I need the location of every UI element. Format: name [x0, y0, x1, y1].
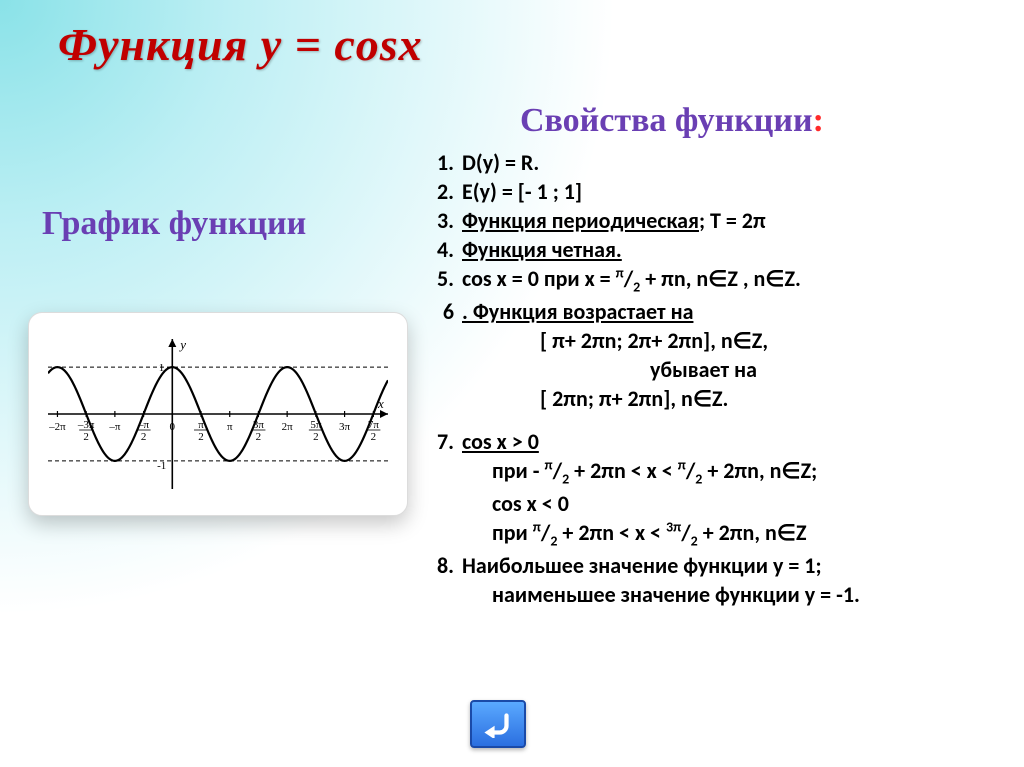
frac-slash: /	[681, 519, 690, 546]
item-part: при -	[492, 457, 545, 484]
property-item: 5. cos x = 0 при x = π/2 + πn, n∈Z , n∈Z…	[430, 264, 1010, 297]
svg-text:π: π	[198, 419, 204, 431]
item-text: Функция четная.	[462, 235, 1010, 264]
u-turn-icon	[481, 710, 515, 738]
svg-text:0: 0	[170, 421, 176, 433]
svg-text:2: 2	[198, 431, 204, 443]
frac-numer: π	[678, 457, 686, 474]
graph-heading: График функции	[42, 205, 306, 243]
frac-slash: /	[553, 457, 562, 484]
item-underline: Функция четная.	[462, 236, 622, 263]
svg-text:3π: 3π	[253, 419, 264, 431]
property-subline: при - π/2 + 2πn < x < π/2 + 2πn, n∈Z;	[430, 456, 1010, 489]
cosine-svg: yx1-1–2π–3π2–π–π20π2π3π22π5π23π7π2	[48, 339, 388, 489]
item-underline: Функция периодическая	[462, 207, 699, 234]
frac-numer: 3π	[666, 519, 681, 536]
frac-slash: /	[686, 457, 695, 484]
property-subline: [ 2πn; π+ 2πn], n∈Z.	[430, 384, 1010, 413]
svg-text:2: 2	[141, 431, 147, 443]
svg-text:2: 2	[313, 431, 319, 443]
svg-text:2: 2	[256, 431, 261, 443]
property-item: 1.D(y) = R.	[430, 148, 1010, 177]
item-number: 5.	[430, 264, 462, 297]
item-tail: ; T = 2π	[699, 207, 766, 234]
property-subline: [ π+ 2πn; 2π+ 2πn], n∈Z,	[430, 326, 1010, 355]
item-underline: cos x > 0	[462, 428, 539, 455]
property-item: 3.Функция периодическая; T = 2π	[430, 206, 1010, 235]
svg-text:–3π: –3π	[77, 419, 95, 431]
item-number: 7.	[430, 427, 462, 456]
item-part: при	[492, 519, 533, 546]
item-number: 8.	[430, 551, 462, 580]
item-number: 1.	[430, 148, 462, 177]
property-item: 8. Наибольшее значение функции y = 1;	[430, 551, 1010, 580]
item-part: + πn, n∈Z , n∈Z.	[640, 265, 801, 292]
property-subline: cos x < 0	[430, 489, 1010, 518]
svg-text:2: 2	[83, 431, 89, 443]
svg-text:–2π: –2π	[48, 421, 66, 433]
property-item: 2. E(y) = [- 1 ; 1]	[430, 177, 1010, 206]
svg-text:3π: 3π	[339, 421, 351, 433]
property-item: 6. Функция возрастает на	[430, 297, 1010, 326]
properties-list: 1.D(y) = R. 2. E(y) = [- 1 ; 1] 3.Функци…	[430, 148, 1010, 609]
item-text: E(y) = [- 1 ; 1]	[462, 177, 1010, 206]
svg-text:7π: 7π	[368, 419, 380, 431]
item-number: 2.	[430, 177, 462, 206]
item-part: + 2πn, n∈Z;	[702, 457, 817, 484]
item-text: . Функция возрастает на	[462, 297, 1010, 326]
svg-text:5π: 5π	[310, 419, 322, 431]
item-part: + 2πn, n∈Z	[698, 519, 807, 546]
svg-text:y: y	[178, 339, 186, 352]
item-number: 4.	[430, 235, 462, 264]
item-underline: . Функция возрастает на	[462, 298, 693, 325]
item-number: 6	[430, 297, 462, 326]
frac-denom: 2	[691, 532, 698, 549]
item-text: Функция периодическая; T = 2π	[462, 206, 1010, 235]
property-subline: при π/2 + 2πn < x < 3π/2 + 2πn, n∈Z	[430, 518, 1010, 551]
properties-heading: Свойства функции:	[520, 102, 824, 140]
frac-numer: π	[533, 519, 541, 536]
item-text: cos x > 0	[462, 427, 1010, 456]
svg-text:2: 2	[371, 431, 377, 443]
property-subline: наименьшее значение функции y = -1.	[430, 580, 1010, 609]
properties-heading-text: Свойства функции	[520, 102, 813, 139]
frac-numer: π	[545, 457, 553, 474]
property-item: 7.cos x > 0	[430, 427, 1010, 456]
item-text: Наибольшее значение функции y = 1;	[462, 551, 1010, 580]
graph-card: yx1-1–2π–3π2–π–π20π2π3π22π5π23π7π2	[28, 312, 408, 516]
property-subline: убывает на	[430, 355, 1010, 384]
properties-heading-colon: :	[813, 102, 824, 139]
item-part: + 2πn < x <	[569, 457, 678, 484]
frac-numer: π	[616, 265, 624, 282]
item-number: 3.	[430, 206, 462, 235]
cosine-chart: yx1-1–2π–3π2–π–π20π2π3π22π5π23π7π2	[48, 339, 388, 489]
item-part: cos x = 0 при x =	[462, 265, 616, 292]
frac-slash: /	[541, 519, 550, 546]
item-text: D(y) = R.	[462, 148, 1010, 177]
property-item: 4. Функция четная.	[430, 235, 1010, 264]
svg-text:π: π	[227, 421, 233, 433]
frac-slash: /	[624, 265, 633, 292]
item-part: + 2πn < x <	[557, 519, 666, 546]
page-title: Функция y = cosx	[58, 18, 423, 71]
back-button[interactable]	[470, 700, 526, 748]
svg-text:-1: -1	[157, 460, 166, 472]
slide: Функция y = cosx Свойства функции: Графи…	[0, 0, 1024, 767]
item-text: cos x = 0 при x = π/2 + πn, n∈Z , n∈Z.	[462, 264, 1010, 297]
svg-text:–π: –π	[108, 421, 121, 433]
svg-text:2π: 2π	[282, 421, 294, 433]
spacer	[430, 413, 1010, 427]
svg-text:–π: –π	[137, 419, 150, 431]
